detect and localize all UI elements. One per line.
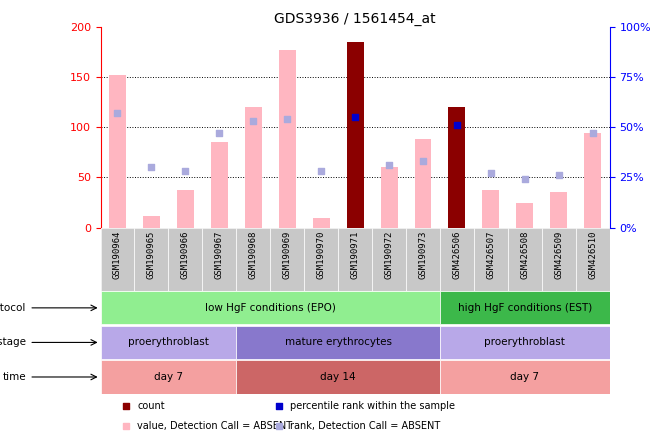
Bar <box>100 361 237 393</box>
Bar <box>304 228 338 290</box>
Point <box>112 110 123 117</box>
Bar <box>279 50 295 228</box>
Bar <box>270 228 304 290</box>
Bar <box>202 228 237 290</box>
Text: GSM190973: GSM190973 <box>419 231 427 279</box>
Bar <box>100 228 135 290</box>
Bar <box>346 42 364 228</box>
Text: count: count <box>137 400 165 411</box>
Text: GSM190968: GSM190968 <box>249 231 258 279</box>
Text: rank, Detection Call = ABSENT: rank, Detection Call = ABSENT <box>290 421 440 431</box>
Bar <box>576 228 610 290</box>
Point <box>273 402 284 409</box>
Text: GSM190971: GSM190971 <box>350 231 360 279</box>
Text: mature erythrocytes: mature erythrocytes <box>285 337 392 347</box>
Bar <box>237 228 270 290</box>
Text: GSM190972: GSM190972 <box>385 231 393 279</box>
Point <box>248 118 259 125</box>
Text: GSM190970: GSM190970 <box>317 231 326 279</box>
Text: GSM190969: GSM190969 <box>283 231 291 279</box>
Text: proerythroblast: proerythroblast <box>484 337 565 347</box>
Bar <box>440 361 610 393</box>
Text: proerythroblast: proerythroblast <box>128 337 209 347</box>
Point <box>282 7 293 14</box>
Bar <box>338 228 372 290</box>
Bar <box>381 167 397 228</box>
Bar <box>168 228 202 290</box>
Point <box>214 130 224 137</box>
Text: percentile rank within the sample: percentile rank within the sample <box>290 400 455 411</box>
Text: GSM426509: GSM426509 <box>554 231 563 279</box>
Text: GSM190967: GSM190967 <box>215 231 224 279</box>
Bar <box>584 133 601 228</box>
Point <box>180 168 191 175</box>
Text: GSM426506: GSM426506 <box>452 231 462 279</box>
Text: growth protocol: growth protocol <box>0 303 26 313</box>
Bar <box>100 228 610 290</box>
Point <box>452 15 462 22</box>
Bar <box>237 361 440 393</box>
Bar <box>517 202 533 228</box>
Bar <box>211 142 228 228</box>
Text: GSM190966: GSM190966 <box>181 231 190 279</box>
Bar <box>508 228 542 290</box>
Text: GSM426507: GSM426507 <box>486 231 495 279</box>
Bar <box>372 228 406 290</box>
Text: GSM190965: GSM190965 <box>147 231 156 279</box>
Bar <box>237 326 440 359</box>
Point <box>384 162 395 169</box>
Bar <box>482 190 499 228</box>
Bar <box>313 218 330 228</box>
Point <box>486 170 496 177</box>
Point <box>452 122 462 129</box>
Text: GSM426508: GSM426508 <box>521 231 529 279</box>
Bar <box>109 75 126 228</box>
Bar <box>100 291 440 325</box>
Bar <box>440 228 474 290</box>
Text: time: time <box>2 372 26 382</box>
Point <box>282 115 293 123</box>
Point <box>146 164 157 171</box>
Bar <box>550 191 567 228</box>
Text: low HgF conditions (EPO): low HgF conditions (EPO) <box>205 303 336 313</box>
Bar <box>415 139 431 228</box>
Title: GDS3936 / 1561454_at: GDS3936 / 1561454_at <box>274 12 436 26</box>
Point <box>553 172 564 179</box>
Bar <box>474 228 508 290</box>
Text: day 7: day 7 <box>154 372 183 382</box>
Bar <box>542 228 576 290</box>
Point <box>519 176 530 183</box>
Point <box>350 114 360 121</box>
Text: GSM190964: GSM190964 <box>113 231 122 279</box>
Point <box>417 158 428 165</box>
Text: GSM426510: GSM426510 <box>588 231 597 279</box>
Bar <box>100 326 237 359</box>
Bar <box>448 107 466 228</box>
Point <box>316 168 326 175</box>
Bar <box>440 326 610 359</box>
Point <box>273 423 284 430</box>
Bar <box>245 107 262 228</box>
Text: day 7: day 7 <box>511 372 539 382</box>
Point <box>588 130 598 137</box>
Text: development stage: development stage <box>0 337 26 347</box>
Point <box>121 423 131 430</box>
Text: day 14: day 14 <box>320 372 356 382</box>
Bar <box>406 228 440 290</box>
Bar <box>177 190 194 228</box>
Bar <box>440 291 610 325</box>
Point <box>121 402 131 409</box>
Bar <box>143 216 160 228</box>
Bar <box>135 228 168 290</box>
Text: high HgF conditions (EST): high HgF conditions (EST) <box>458 303 592 313</box>
Text: value, Detection Call = ABSENT: value, Detection Call = ABSENT <box>137 421 292 431</box>
